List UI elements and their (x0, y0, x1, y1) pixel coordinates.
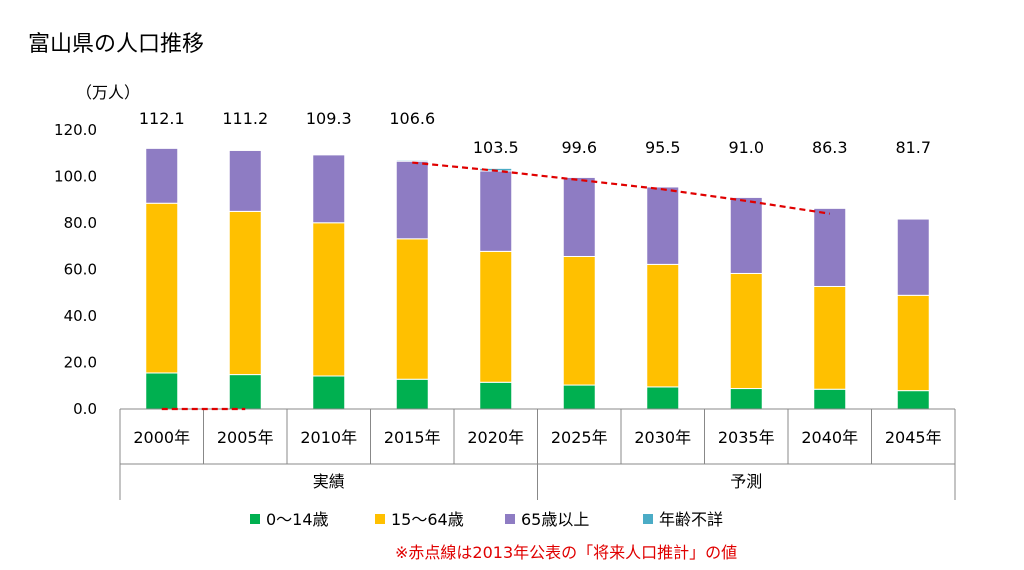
bar-segment (312, 222, 346, 377)
legend-swatch (375, 514, 385, 524)
bar-segment (896, 294, 930, 392)
bar-segment (729, 388, 763, 410)
bar-segment (312, 375, 346, 410)
bar-segment (479, 170, 513, 252)
bar-segment (479, 250, 513, 383)
bar-segment (562, 255, 596, 386)
projection-2013-line (412, 161, 830, 215)
chart-note: ※赤点線は2013年公表の「将来人口推計」の値 (395, 543, 737, 562)
bar-segment (145, 372, 179, 410)
y-axis-unit-label: （万人） (76, 83, 140, 102)
y-tick-label: 20.0 (64, 354, 97, 372)
total-value-label: 95.5 (645, 138, 681, 157)
x-tick-label: 2030年 (634, 428, 691, 447)
group-label: 予測 (730, 472, 762, 491)
legend-swatch (505, 514, 515, 524)
chart-title: 富山県の人口推移 (28, 32, 205, 57)
bar-segment (813, 207, 847, 287)
y-tick-label: 100.0 (54, 168, 97, 186)
y-tick-label: 120.0 (54, 121, 97, 139)
x-tick-label: 2020年 (467, 428, 524, 447)
total-value-label: 112.1 (139, 109, 185, 128)
total-value-label: 81.7 (895, 138, 931, 157)
legend-label: 年齢不詳 (659, 510, 723, 529)
bar-segment (228, 149, 262, 212)
total-value-label: 99.6 (561, 138, 597, 157)
total-value-label: 86.3 (812, 138, 848, 157)
bar-segment (395, 160, 429, 240)
x-tick-label: 2035年 (718, 428, 775, 447)
legend-label: 15～64歳 (391, 510, 464, 529)
y-tick-label: 80.0 (64, 214, 97, 232)
x-tick-label: 2010年 (300, 428, 357, 447)
y-tick-label: 60.0 (64, 261, 97, 279)
x-tick-label: 2005年 (217, 428, 274, 447)
bar-segment (395, 159, 429, 162)
bar-segment (395, 378, 429, 410)
legend-label: 65歳以上 (521, 510, 589, 529)
bar-segment (646, 186, 680, 265)
total-value-label: 91.0 (728, 138, 764, 157)
bar-segment (562, 176, 596, 257)
bar-segment (145, 202, 179, 374)
y-tick-label: 0.0 (73, 400, 97, 418)
bar-segment (896, 218, 930, 296)
x-tick-label: 2015年 (384, 428, 441, 447)
legend-swatch (250, 514, 260, 524)
bar-segment (395, 238, 429, 380)
bar-segment (228, 210, 262, 376)
x-tick-label: 2000年 (133, 428, 190, 447)
x-tick-label: 2025年 (551, 428, 608, 447)
bar-segment (646, 386, 680, 410)
bar-segment (813, 388, 847, 410)
bar-segment (729, 196, 763, 274)
legend-label: 0～14歳 (266, 510, 329, 529)
total-value-label: 103.5 (473, 138, 519, 157)
bar-segment (479, 381, 513, 410)
x-tick-label: 2045年 (885, 428, 942, 447)
bar-segment (312, 154, 346, 224)
x-tick-label: 2040年 (801, 428, 858, 447)
bar-segment (228, 374, 262, 410)
bar-segment (896, 390, 930, 410)
bar-segment (145, 147, 179, 204)
total-value-label: 106.6 (389, 109, 435, 128)
bar-segment (646, 263, 680, 388)
bar-segment (729, 272, 763, 390)
total-value-label: 111.2 (222, 109, 268, 128)
bar-segment (813, 285, 847, 390)
group-label: 実績 (313, 472, 345, 491)
legend-swatch (643, 514, 653, 524)
total-value-label: 109.3 (306, 109, 352, 128)
bar-segment (562, 384, 596, 410)
y-tick-label: 40.0 (64, 307, 97, 325)
